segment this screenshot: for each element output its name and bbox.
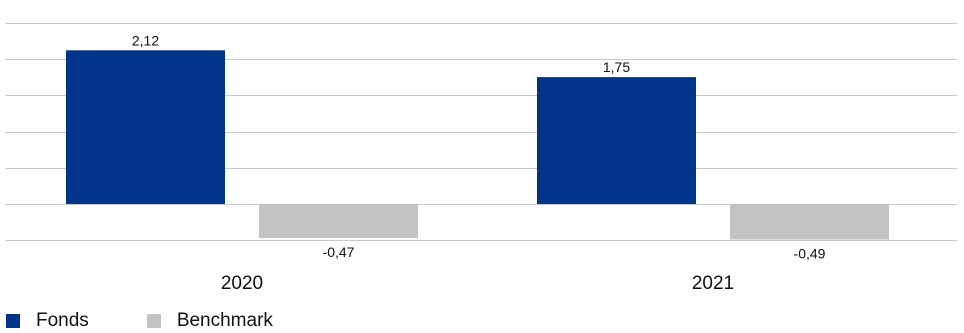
- x-tick-label-2021: 2021: [692, 273, 734, 294]
- data-label-benchmark-2020: -0,47: [323, 244, 355, 260]
- data-label-fonds-2020: 2,12: [132, 32, 159, 48]
- bar-benchmark-2021: [730, 204, 889, 240]
- data-label-fonds-2021: 1,75: [603, 59, 630, 75]
- legend-label-fonds: Fonds: [36, 310, 89, 331]
- x-axis: 2020 2021: [221, 273, 734, 294]
- bars: [66, 50, 889, 240]
- data-labels: 2,12 -0,47 1,75 -0,49: [132, 32, 826, 261]
- x-tick-label-2020: 2020: [221, 273, 263, 294]
- legend-item-fonds: Fonds: [6, 310, 89, 332]
- bar-fonds-2021: [537, 77, 696, 204]
- legend-swatch-benchmark: [146, 314, 161, 328]
- legend: Fonds Benchmark: [6, 310, 331, 332]
- bar-fonds-2020: [66, 50, 225, 204]
- bar-benchmark-2020: [259, 204, 418, 239]
- legend-swatch-fonds: [6, 314, 20, 328]
- legend-item-benchmark: Benchmark: [146, 310, 273, 332]
- legend-label-benchmark: Benchmark: [176, 310, 273, 331]
- data-label-benchmark-2021: -0,49: [794, 246, 826, 262]
